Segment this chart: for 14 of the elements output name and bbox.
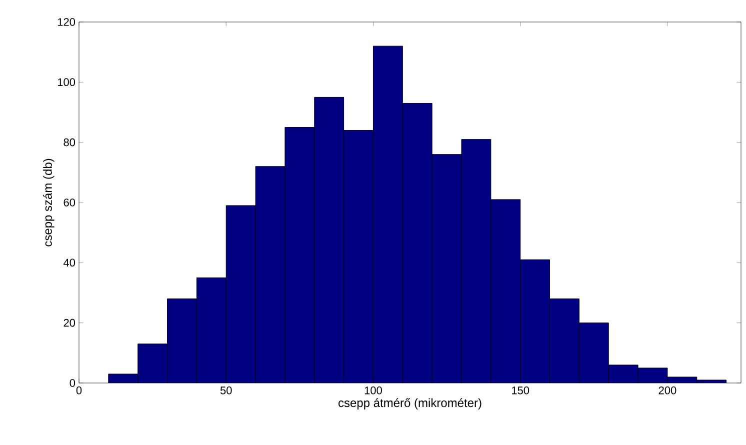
y-tick-label: 100 — [58, 78, 76, 86]
x-tick-label: 200 — [658, 386, 676, 394]
y-axis-title: csepp szám (db) — [42, 158, 54, 246]
x-tick-label: 150 — [512, 386, 530, 394]
y-tick-label: 80 — [64, 138, 76, 146]
x-tick-label: 0 — [76, 386, 82, 394]
y-tick-label: 40 — [63, 258, 76, 267]
y-tick-label: 120 — [58, 18, 76, 26]
y-tick-label: 0 — [70, 379, 76, 387]
x-axis-title: csepp átmérő (mikrométer) — [338, 398, 482, 410]
x-tick-label: 50 — [220, 386, 232, 394]
x-tick-label: 100 — [364, 386, 382, 394]
y-tick-label: 60 — [64, 198, 76, 206]
y-tick-label: 20 — [64, 318, 76, 327]
